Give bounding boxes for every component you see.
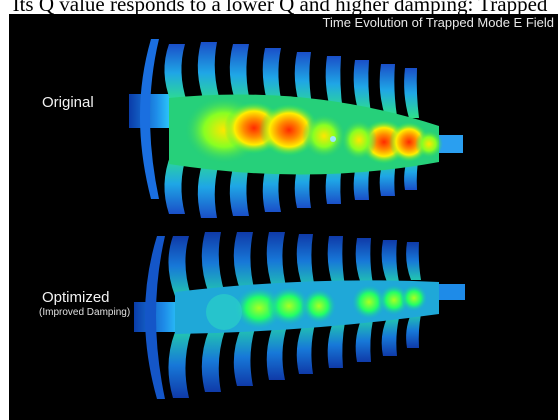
cavity-field-visualization xyxy=(129,39,465,399)
optimized-label: Optimized xyxy=(42,289,110,306)
top-caption-text: Its Q value responds to a lower Q and hi… xyxy=(0,0,560,14)
original-label: Original xyxy=(42,94,94,111)
original-cavity-structure xyxy=(129,39,463,218)
figure-title: Time Evolution of Trapped Mode E Field xyxy=(322,15,554,30)
optimized-cavity-structure xyxy=(134,232,465,399)
simulation-frame: Time Evolution of Trapped Mode E Field O… xyxy=(9,14,558,420)
optimized-sublabel: (Improved Damping) xyxy=(39,307,131,318)
